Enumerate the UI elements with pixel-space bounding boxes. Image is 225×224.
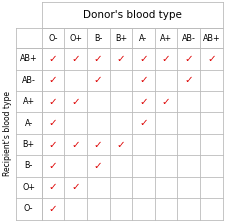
Text: ✓: ✓ [117,140,125,150]
Text: ✓: ✓ [49,204,57,214]
Text: ✓: ✓ [49,118,57,128]
Text: Donor's blood type: Donor's blood type [83,10,182,20]
Text: ✓: ✓ [49,140,57,150]
Text: ✓: ✓ [139,118,148,128]
Text: ✓: ✓ [139,75,148,85]
Text: O+: O+ [69,34,82,43]
Text: O+: O+ [22,183,35,192]
Text: ✓: ✓ [49,161,57,171]
Text: AB-: AB- [22,76,36,85]
Text: ✓: ✓ [139,97,148,107]
Text: AB-: AB- [182,34,196,43]
Text: ✓: ✓ [71,54,80,64]
Text: ✓: ✓ [184,54,193,64]
Text: B+: B+ [115,34,127,43]
Text: AB+: AB+ [20,54,38,63]
Text: A-: A- [139,34,148,43]
Text: B-: B- [25,162,33,170]
Text: ✓: ✓ [49,54,57,64]
Text: ✓: ✓ [207,54,216,64]
Text: ✓: ✓ [94,161,103,171]
Text: ✓: ✓ [71,182,80,192]
Text: O-: O- [24,204,34,213]
Text: ✓: ✓ [94,75,103,85]
Text: Recipient's blood type: Recipient's blood type [3,91,12,176]
Text: A-: A- [25,119,33,128]
Text: AB+: AB+ [203,34,220,43]
Text: ✓: ✓ [184,75,193,85]
Text: ✓: ✓ [117,54,125,64]
Text: ✓: ✓ [94,54,103,64]
Text: ✓: ✓ [139,54,148,64]
Text: A+: A+ [160,34,172,43]
Text: B+: B+ [23,140,35,149]
Text: ✓: ✓ [71,140,80,150]
Text: ✓: ✓ [94,140,103,150]
Text: B-: B- [94,34,102,43]
Text: ✓: ✓ [49,97,57,107]
Text: ✓: ✓ [49,182,57,192]
Text: ✓: ✓ [162,54,171,64]
Text: O-: O- [48,34,58,43]
Text: A+: A+ [23,97,35,106]
Text: ✓: ✓ [162,97,171,107]
Text: ✓: ✓ [49,75,57,85]
Text: ✓: ✓ [71,97,80,107]
